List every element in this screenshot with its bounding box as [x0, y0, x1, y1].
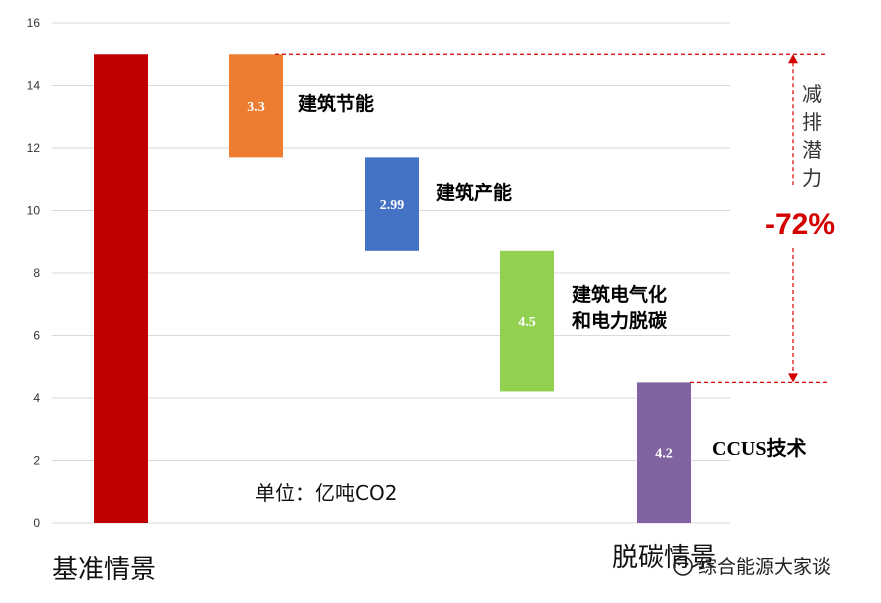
- unit-note: 单位：亿吨CO2: [255, 481, 397, 505]
- bar-4: [637, 382, 691, 523]
- potential-label-char: 潜: [802, 138, 822, 162]
- bar-value-label: 2.99: [380, 198, 405, 213]
- segment-name: 和电力脱碳: [572, 309, 668, 332]
- y-tick-label: 6: [33, 329, 40, 343]
- watermark: 综合能源大家谈: [673, 556, 831, 578]
- bar-1: [229, 54, 283, 158]
- segment-name: CCUS技术: [712, 436, 806, 460]
- watermark-text: 综合能源大家谈: [698, 556, 831, 578]
- y-tick-label: 10: [27, 204, 41, 218]
- bar-value-label: 4.2: [655, 447, 673, 462]
- y-tick-label: 2: [33, 454, 40, 468]
- potential-value: -72%: [765, 208, 835, 241]
- segment-name: 建筑节能: [298, 92, 374, 115]
- y-tick-label: 0: [33, 516, 40, 530]
- bar-2: [365, 157, 419, 251]
- y-tick-label: 4: [33, 391, 40, 405]
- segment-name: 建筑电气化: [572, 283, 667, 306]
- potential-label-char: 减: [802, 82, 822, 106]
- arrow-up-icon: [788, 54, 798, 64]
- potential-label-char: 力: [802, 166, 822, 190]
- y-tick-label: 8: [33, 266, 40, 280]
- category-label-baseline: 基准情景: [52, 555, 156, 585]
- bar-value-label: 3.3: [247, 100, 265, 115]
- segment-name: 建筑产能: [436, 181, 512, 204]
- y-tick-label: 14: [27, 79, 41, 93]
- bar-value-label: 4.5: [518, 315, 536, 330]
- y-tick-label: 12: [27, 141, 41, 155]
- category-label-decarbonized: 脱碳情景: [612, 543, 716, 573]
- wechat-icon: [673, 556, 693, 576]
- potential-label-char: 排: [802, 110, 822, 134]
- y-axis: 0 2 4 6 8 10 12 14 16: [27, 16, 41, 530]
- y-tick-label: 16: [27, 16, 41, 30]
- gridlines: [52, 22, 730, 524]
- bar-0: [94, 54, 148, 523]
- bar-3: [500, 250, 554, 392]
- arrow-down-icon: [788, 373, 798, 383]
